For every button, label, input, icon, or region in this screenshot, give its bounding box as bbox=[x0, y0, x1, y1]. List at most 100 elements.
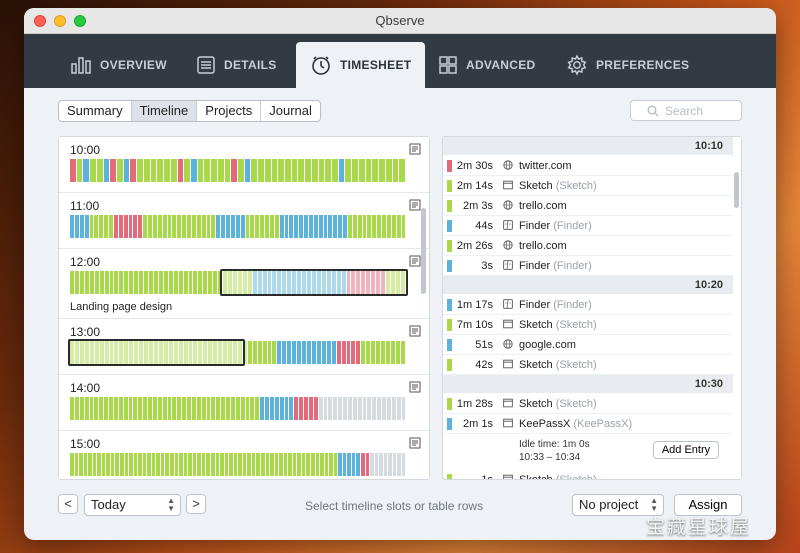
timeline-slot[interactable] bbox=[168, 271, 173, 294]
prev-day-button[interactable]: < bbox=[58, 494, 78, 514]
timeline-slot[interactable] bbox=[79, 271, 84, 294]
timeline-slot[interactable] bbox=[371, 271, 376, 294]
timeline-slot[interactable] bbox=[177, 215, 182, 238]
timeline-bar[interactable] bbox=[70, 269, 408, 296]
timeline-slot[interactable] bbox=[134, 271, 139, 294]
timeline-slot[interactable] bbox=[262, 271, 267, 294]
timeline-slot[interactable] bbox=[299, 215, 303, 238]
timeline-slot[interactable] bbox=[367, 397, 372, 420]
timeline-slot[interactable] bbox=[279, 453, 283, 476]
timeline-slot[interactable] bbox=[89, 397, 94, 420]
timeline-row[interactable]: 14:00 bbox=[59, 375, 429, 431]
timeline-slot[interactable] bbox=[395, 271, 400, 294]
timeline-slot[interactable] bbox=[283, 453, 288, 476]
timeline-slot[interactable] bbox=[128, 397, 133, 420]
timeline-slot[interactable] bbox=[208, 271, 213, 294]
timeline-slot[interactable] bbox=[110, 453, 115, 476]
timeline-slot[interactable] bbox=[247, 341, 252, 364]
timeline-slot[interactable] bbox=[152, 397, 157, 420]
timeline-slot[interactable] bbox=[149, 271, 153, 294]
timeline-slot[interactable] bbox=[74, 453, 79, 476]
timeline-slot[interactable] bbox=[231, 159, 237, 182]
timeline-slot[interactable] bbox=[221, 397, 225, 420]
timeline-slot[interactable] bbox=[272, 341, 277, 364]
timeline-slot[interactable] bbox=[323, 397, 328, 420]
timeline-slot[interactable] bbox=[74, 271, 79, 294]
timeline-slot[interactable] bbox=[341, 341, 346, 364]
timeline-slot[interactable] bbox=[70, 271, 74, 294]
timeline-slot[interactable] bbox=[74, 397, 79, 420]
view-summary-button[interactable]: Summary bbox=[59, 101, 132, 121]
view-timeline-button[interactable]: Timeline bbox=[131, 101, 198, 121]
timeline-slot[interactable] bbox=[206, 215, 211, 238]
timeline-slot[interactable] bbox=[158, 341, 163, 364]
timeline-slot[interactable] bbox=[206, 453, 210, 476]
timeline-slot[interactable] bbox=[104, 397, 108, 420]
timeline-slot[interactable] bbox=[232, 341, 237, 364]
timeline-slot[interactable] bbox=[242, 271, 247, 294]
timeline-slot[interactable] bbox=[83, 453, 88, 476]
timeline-slot[interactable] bbox=[297, 271, 302, 294]
timeline-slot[interactable] bbox=[129, 341, 134, 364]
timeline-slot[interactable] bbox=[172, 215, 177, 238]
activity-row[interactable]: 1s Sketch (Sketch) bbox=[443, 470, 733, 479]
timeline-slot[interactable] bbox=[230, 215, 235, 238]
timeline-slot[interactable] bbox=[336, 271, 341, 294]
timeline-slot[interactable] bbox=[269, 397, 274, 420]
timeline-slot[interactable] bbox=[129, 271, 134, 294]
timeline-slot[interactable] bbox=[279, 215, 284, 238]
timeline-slot[interactable] bbox=[252, 341, 257, 364]
timeline-slot[interactable] bbox=[388, 453, 392, 476]
timeline-slot[interactable] bbox=[170, 159, 177, 182]
timeline-slot[interactable] bbox=[372, 159, 379, 182]
timeline-slot[interactable] bbox=[120, 453, 124, 476]
view-projects-button[interactable]: Projects bbox=[197, 101, 262, 121]
close-window-button[interactable] bbox=[34, 15, 46, 27]
timeline-slot[interactable] bbox=[152, 215, 157, 238]
timeline-slot[interactable] bbox=[83, 159, 90, 182]
timeline-slot[interactable] bbox=[134, 341, 139, 364]
timeline-slot[interactable] bbox=[307, 341, 311, 364]
timeline-slot[interactable] bbox=[257, 341, 262, 364]
timeline-slot[interactable] bbox=[163, 341, 168, 364]
timeline-row[interactable]: 12:00 Landing page design bbox=[59, 249, 429, 319]
timeline-slot[interactable] bbox=[237, 271, 242, 294]
timeline-slot[interactable] bbox=[191, 215, 196, 238]
timeline-slot[interactable] bbox=[376, 341, 381, 364]
timeline-slot[interactable] bbox=[244, 159, 251, 182]
timeline-slot[interactable] bbox=[347, 215, 352, 238]
timeline-slot[interactable] bbox=[165, 453, 170, 476]
timeline-slot[interactable] bbox=[144, 341, 148, 364]
timeline-slot[interactable] bbox=[84, 271, 89, 294]
timeline-slot[interactable] bbox=[70, 341, 74, 364]
timeline-slot[interactable] bbox=[333, 215, 338, 238]
timeline-slot[interactable] bbox=[277, 271, 282, 294]
timeline-slot[interactable] bbox=[292, 453, 297, 476]
timeline-slot[interactable] bbox=[143, 159, 150, 182]
timeline-bar[interactable] bbox=[68, 339, 406, 366]
timeline-slot[interactable] bbox=[203, 271, 208, 294]
timeline-slot[interactable] bbox=[366, 341, 371, 364]
timeline-slot[interactable] bbox=[274, 397, 279, 420]
timeline-slot[interactable] bbox=[94, 341, 99, 364]
timeline-slot[interactable] bbox=[305, 159, 311, 182]
timeline-slot[interactable] bbox=[291, 159, 298, 182]
timeline-slot[interactable] bbox=[357, 215, 362, 238]
timeline-slot[interactable] bbox=[320, 453, 324, 476]
timeline-slot[interactable] bbox=[401, 397, 406, 420]
timeline-slot[interactable] bbox=[324, 453, 329, 476]
timeline-slot[interactable] bbox=[97, 453, 101, 476]
timeline-slot[interactable] bbox=[395, 341, 400, 364]
timeline-slot[interactable] bbox=[210, 453, 215, 476]
add-entry-button[interactable]: Add Entry bbox=[653, 441, 719, 459]
timeline-slot[interactable] bbox=[245, 215, 250, 238]
timeline-slot[interactable] bbox=[347, 397, 352, 420]
timeline-slot[interactable] bbox=[318, 215, 323, 238]
timeline-slot[interactable] bbox=[153, 271, 158, 294]
timeline-slot[interactable] bbox=[278, 159, 284, 182]
timeline-slot[interactable] bbox=[282, 341, 287, 364]
timeline-slot[interactable] bbox=[192, 453, 197, 476]
timeline-slot[interactable] bbox=[96, 159, 103, 182]
timeline-slot[interactable] bbox=[224, 453, 229, 476]
note-icon[interactable] bbox=[409, 255, 421, 267]
